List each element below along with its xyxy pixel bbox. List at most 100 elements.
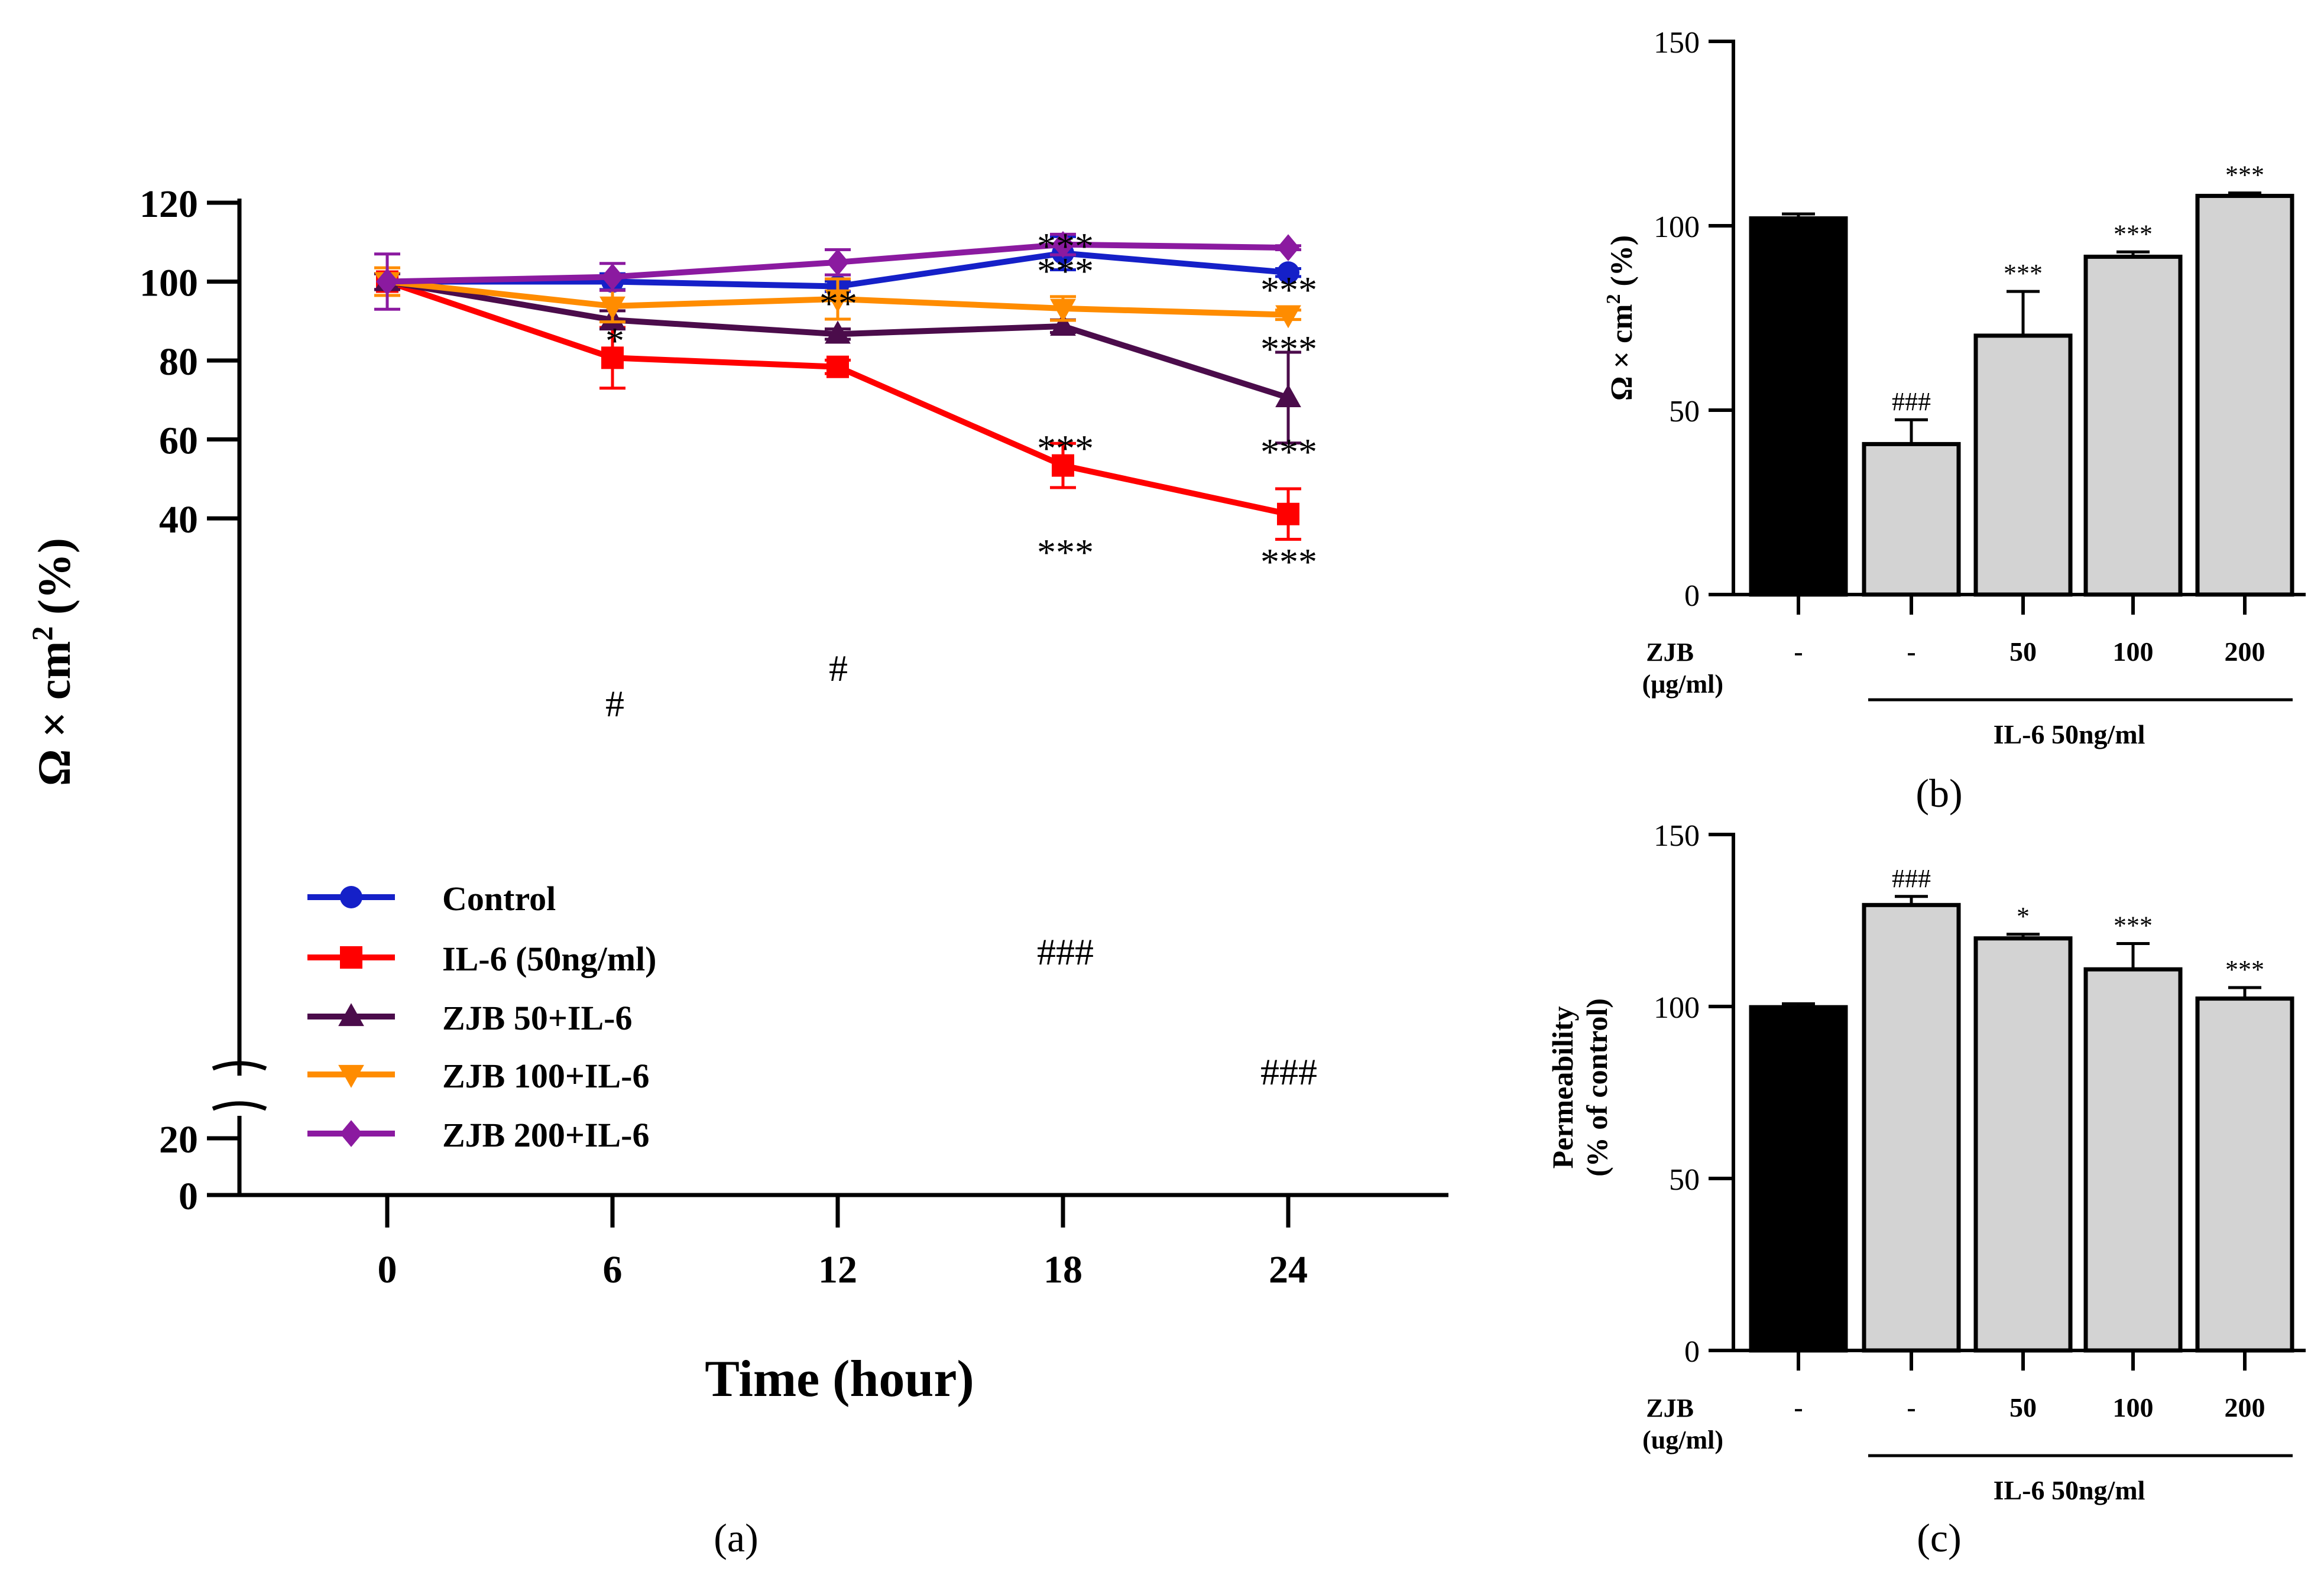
- y-axis-title: Permeability: [1546, 1006, 1579, 1169]
- data-point: [826, 249, 849, 276]
- significance-label: ***: [2225, 160, 2264, 189]
- bar: [2195, 996, 2294, 1353]
- significance-label: ***: [2004, 259, 2043, 288]
- y-tick-label: 100: [1654, 210, 1700, 244]
- legend-entry: Control: [307, 879, 556, 918]
- x-tick-label: 18: [1043, 1248, 1082, 1291]
- bar: [2083, 254, 2183, 597]
- x-tick-label: 24: [1269, 1248, 1308, 1291]
- data-point: [1277, 502, 1299, 525]
- y-tick-label: 120: [140, 183, 198, 226]
- y-tick-label: 150: [1654, 819, 1700, 853]
- y-tick-label: 0: [1684, 579, 1700, 613]
- data-point: [601, 346, 624, 369]
- significance-label: ***: [1260, 269, 1317, 311]
- data-point: [1052, 454, 1074, 477]
- category-label: 100: [2113, 637, 2154, 667]
- x-axis-title: Time (hour): [705, 1350, 974, 1408]
- y-tick-label: 0: [1684, 1335, 1700, 1369]
- data-point: [825, 320, 851, 344]
- x-tick-label: 12: [818, 1248, 857, 1291]
- legend-label: ZJB 50+IL-6: [442, 999, 633, 1037]
- y-tick-label: 150: [1654, 26, 1700, 60]
- significance-label: #: [605, 683, 624, 725]
- data-point: [1277, 261, 1299, 284]
- data-point: [826, 355, 849, 378]
- group-label: IL-6 50ng/ml: [1994, 1475, 2145, 1505]
- x-tick-label: 6: [603, 1248, 623, 1291]
- y-axis-title: Ω × cm2 (%): [25, 538, 80, 786]
- legend-label: ZJB 100+IL-6: [442, 1057, 650, 1095]
- significance-label: ***: [2225, 955, 2264, 984]
- legend-entry: ZJB 200+IL-6: [307, 1116, 650, 1154]
- panel-c-bar-chart: 0 50 100 150 - ### - * 50 *** 100 *** 200 ZJB (ug/ml) I…: [1546, 819, 2306, 1505]
- y-tick-label: 20: [159, 1118, 198, 1161]
- category-label: 50: [2009, 1392, 2037, 1423]
- legend-marker: [338, 1003, 364, 1027]
- significance-label: ###: [1892, 864, 1931, 893]
- data-point: [599, 296, 625, 320]
- panel-a-line-chart: 0 20 40 60 80 100 120 0 6 12 18 24 Time (hour) Ω × cm…: [25, 183, 1448, 1408]
- significance-label: ***: [2114, 911, 2153, 940]
- data-point: [1050, 313, 1076, 336]
- legend-marker: [340, 946, 362, 969]
- legend-marker: [340, 1120, 362, 1147]
- bar: [1749, 1005, 1848, 1353]
- bar: [1749, 216, 1848, 597]
- data-point: [1275, 305, 1301, 329]
- bar: [2083, 967, 2183, 1353]
- significance-label: ***: [1037, 250, 1094, 292]
- significance-label: ***: [1260, 328, 1317, 370]
- category-label: -: [1907, 1392, 1915, 1423]
- significance-label: ###: [1892, 387, 1931, 416]
- legend-entry: IL-6 (50ng/ml): [307, 940, 657, 978]
- y-tick-label: 50: [1669, 395, 1700, 428]
- significance-label: ###: [1037, 931, 1094, 973]
- y-tick-label: 0: [179, 1175, 198, 1218]
- significance-label: ***: [1260, 541, 1317, 583]
- data-point: [825, 289, 851, 313]
- legend-marker: [338, 1064, 364, 1088]
- significance-label: ***: [2114, 219, 2153, 248]
- significance-label: ***: [1037, 531, 1094, 573]
- y-tick-label: 100: [1654, 991, 1700, 1025]
- panel-a-label: (a): [714, 1515, 758, 1560]
- data-point: [1275, 384, 1301, 407]
- category-label: 200: [2225, 637, 2265, 667]
- category-label: 200: [2225, 1392, 2265, 1423]
- data-point: [1052, 230, 1074, 258]
- axis-break-mark-top: [212, 1061, 267, 1071]
- y-tick-label: 60: [159, 420, 198, 463]
- series-zjb-50-il-6: [374, 268, 1301, 445]
- significance-label: ***: [1037, 427, 1094, 469]
- row-label: ZJB: [1646, 1394, 1694, 1423]
- y-tick-label: 100: [140, 262, 198, 305]
- category-label: -: [1794, 637, 1803, 667]
- x-tick-label: 0: [378, 1248, 397, 1291]
- series-zjb-200-il-6: [374, 230, 1301, 311]
- panel-b-label: (b): [1915, 771, 1962, 816]
- legend-label: Control: [442, 879, 556, 918]
- legend-label: ZJB 200+IL-6: [442, 1116, 650, 1154]
- y-axis-title-unit: (% of control): [1580, 998, 1613, 1177]
- category-label: 100: [2113, 1392, 2154, 1423]
- legend-entry: ZJB 50+IL-6: [307, 999, 633, 1037]
- bar: [2195, 193, 2294, 597]
- group-label: IL-6 50ng/ml: [1994, 719, 2145, 749]
- bar: [1973, 936, 2073, 1353]
- bar: [1973, 333, 2073, 597]
- bar: [1862, 902, 1961, 1353]
- significance-label: ***: [1037, 225, 1094, 267]
- bar: [1862, 441, 1961, 597]
- category-label: -: [1907, 637, 1915, 667]
- row-label-unit: (μg/ml): [1642, 670, 1723, 699]
- data-point: [601, 263, 624, 291]
- significance-label: ###: [1260, 1051, 1317, 1093]
- significance-label: *: [605, 320, 624, 362]
- significance-label: ***: [1260, 431, 1317, 473]
- row-label-unit: (ug/ml): [1642, 1426, 1723, 1454]
- legend-entry: ZJB 100+IL-6: [307, 1057, 650, 1095]
- y-tick-label: 40: [159, 498, 198, 541]
- data-point: [376, 268, 398, 296]
